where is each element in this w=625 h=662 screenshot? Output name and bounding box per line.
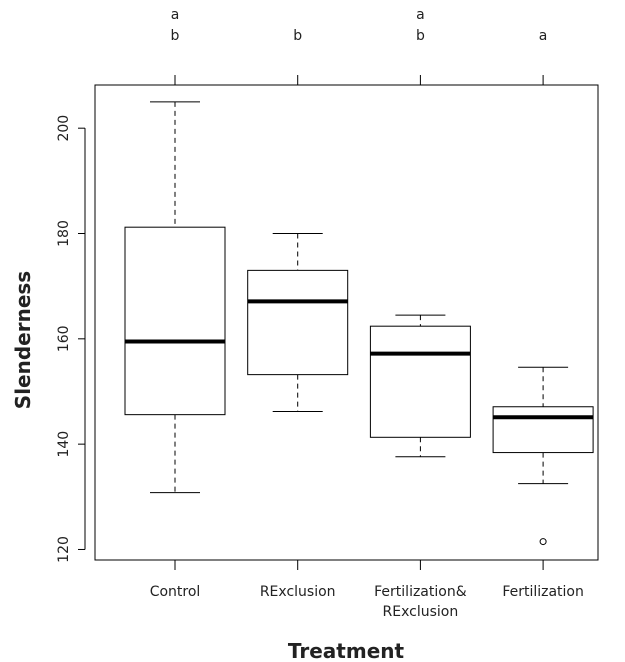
box: [124, 226, 226, 416]
y-tick-label: 120: [56, 536, 72, 563]
box: [247, 269, 349, 376]
x-axis-label: Treatment: [288, 639, 405, 662]
group-letter: b: [416, 28, 425, 44]
x-tick-label: Fertilization: [502, 584, 584, 600]
box: [492, 406, 594, 454]
group-letter: a: [416, 7, 425, 23]
y-tick-label: 200: [56, 115, 72, 142]
outlier: [539, 538, 547, 546]
group-letter: a: [539, 28, 548, 44]
y-tick-label: 180: [56, 220, 72, 247]
x-tick-label: Control: [149, 584, 201, 600]
x-tick-label: RExclusion: [259, 584, 336, 600]
box: [369, 325, 471, 438]
group-letter: b: [171, 28, 180, 44]
y-tick-label: 160: [56, 325, 72, 352]
plot-frame: [94, 84, 599, 561]
x-tick-label: Fertilization& RExclusion: [374, 584, 467, 620]
group-letter: a: [171, 7, 180, 23]
group-letter: b: [293, 28, 302, 44]
y-tick-label: 140: [56, 431, 72, 458]
y-axis-label: Slenderness: [11, 271, 35, 409]
